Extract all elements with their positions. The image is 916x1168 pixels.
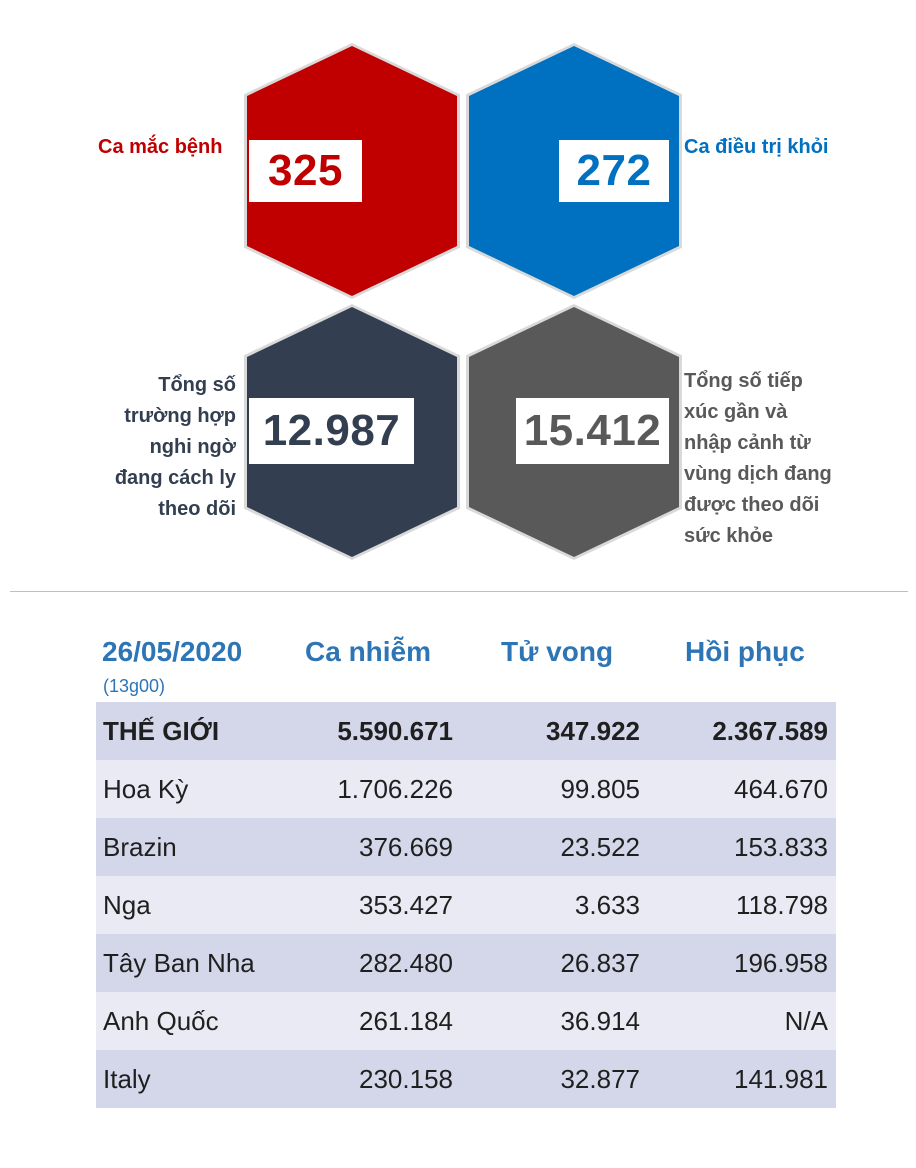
monitored-label: Tổng số tiếp xúc gần và nhập cảnh từ vùn… [684, 366, 832, 552]
monitored-label-line: được theo dõi [684, 494, 820, 516]
row-cases: 376.669 [359, 831, 453, 862]
row-name: Italy [103, 1063, 151, 1094]
row-name: Nga [103, 889, 151, 920]
cases-value: 325 [249, 140, 362, 202]
table-time: (13g00) [103, 676, 166, 696]
quarantine-label-line: đang cách ly [114, 467, 236, 489]
row-name: Hoa Kỳ [103, 773, 189, 804]
quarantine-label-line: Tổng số [158, 374, 236, 396]
monitored-label-line: nhập cảnh từ [684, 432, 811, 454]
monitored-value: 15.412 [516, 398, 669, 464]
table-row: Tây Ban Nha 282.480 26.837 196.958 [96, 934, 836, 992]
row-name: Tây Ban Nha [103, 947, 255, 978]
row-name: Anh Quốc [103, 1005, 219, 1036]
row-deaths: 26.837 [560, 947, 640, 978]
stats-table: THẾ GIỚI 5.590.671 347.922 2.367.589 Hoa… [96, 702, 836, 1108]
cases-label: Ca mắc bệnh [98, 136, 223, 158]
table-row: Hoa Kỳ 1.706.226 99.805 464.670 [96, 760, 836, 818]
row-deaths: 36.914 [560, 1005, 640, 1036]
row-cases: 230.158 [359, 1063, 453, 1094]
quarantine-value: 12.987 [249, 398, 414, 464]
monitored-label-line: Tổng số tiếp [684, 370, 803, 392]
table-row: Italy 230.158 32.877 141.981 [96, 1050, 836, 1108]
row-name: THẾ GIỚI [103, 715, 220, 746]
row-recovered: 153.833 [734, 831, 828, 862]
row-deaths: 3.633 [574, 889, 640, 920]
monitored-label-line: xúc gần và [684, 401, 788, 423]
row-deaths: 99.805 [560, 773, 640, 804]
row-cases: 261.184 [359, 1005, 453, 1036]
row-recovered: N/A [784, 1005, 828, 1036]
row-cases: 1.706.226 [337, 773, 453, 804]
row-cases: 282.480 [359, 947, 453, 978]
table-date: 26/05/2020 [102, 636, 243, 667]
row-cases: 5.590.671 [337, 715, 453, 746]
header-recovered: Hồi phục [685, 636, 805, 667]
row-name: Brazin [103, 831, 177, 862]
row-recovered: 464.670 [734, 773, 828, 804]
recovered-label: Ca điều trị khỏi [684, 136, 829, 158]
row-deaths: 347.922 [546, 715, 640, 746]
monitored-label-line: sức khỏe [684, 525, 773, 547]
table-row: Brazin 376.669 23.522 153.833 [96, 818, 836, 876]
row-recovered: 196.958 [734, 947, 828, 978]
row-cases: 353.427 [359, 889, 453, 920]
recovered-value: 272 [559, 140, 669, 202]
table-row-world: THẾ GIỚI 5.590.671 347.922 2.367.589 [96, 702, 836, 760]
monitored-label-line: vùng dịch đang [684, 463, 832, 485]
quarantine-label-line: nghi ngờ [149, 436, 236, 458]
table-row: Anh Quốc 261.184 36.914 N/A [96, 992, 836, 1050]
row-recovered: 141.981 [734, 1063, 828, 1094]
section-divider [10, 591, 908, 592]
quarantine-label-line: trường hợp [124, 405, 236, 427]
quarantine-label-line: theo dõi [158, 498, 236, 520]
quarantine-label: Tổng số trường hợp nghi ngờ đang cách ly… [115, 370, 236, 525]
row-deaths: 23.522 [560, 831, 640, 862]
header-cases: Ca nhiễm [305, 636, 432, 667]
row-deaths: 32.877 [560, 1063, 640, 1094]
row-recovered: 118.798 [735, 889, 828, 920]
row-recovered: 2.367.589 [712, 715, 828, 746]
header-deaths: Tử vong [501, 636, 614, 667]
table-row: Nga 353.427 3.633 118.798 [96, 876, 836, 934]
